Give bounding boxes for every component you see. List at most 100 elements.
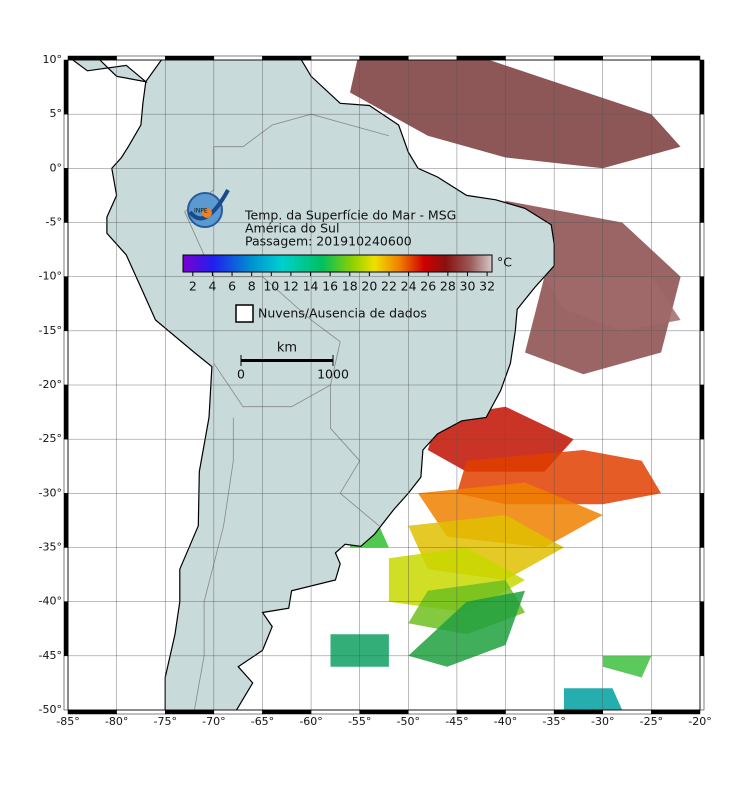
lon-tick-label: -25° bbox=[640, 715, 663, 728]
colorbar-ramp bbox=[182, 254, 493, 273]
frame-segment bbox=[63, 493, 69, 548]
frame-segment bbox=[63, 330, 69, 386]
frame-segment bbox=[116, 709, 166, 715]
colorbar-tick-label: 30 bbox=[460, 279, 476, 294]
frame-segment bbox=[262, 55, 312, 61]
frame-segment bbox=[116, 55, 166, 61]
frame-segment bbox=[408, 709, 458, 715]
scale-unit: km bbox=[277, 341, 297, 356]
colorbar-tick-label: 2 bbox=[189, 279, 197, 294]
frame-segment bbox=[408, 55, 458, 61]
frame-border bbox=[67, 59, 701, 711]
lon-tick-label: -55° bbox=[348, 715, 371, 728]
sst-patch bbox=[563, 688, 623, 710]
frame-segment bbox=[699, 601, 705, 657]
frame-segment bbox=[505, 55, 555, 61]
lat-tick-label: -30° bbox=[39, 486, 62, 499]
colorbar-tick-label: 10 bbox=[263, 279, 279, 294]
title-line: Passagem: 201910240600 bbox=[245, 234, 412, 249]
lon-tick-label: -50° bbox=[397, 715, 420, 728]
frame-segment bbox=[505, 709, 555, 715]
frame-segment bbox=[602, 55, 652, 61]
lat-tick-label: -45° bbox=[39, 649, 62, 662]
frame-segment bbox=[164, 55, 215, 61]
frame-segment bbox=[553, 709, 604, 715]
title-line: Temp. da Superfície do Mar - MSG bbox=[244, 208, 456, 223]
colorbar-tick-label: 22 bbox=[381, 279, 397, 294]
frame-segment bbox=[456, 55, 506, 61]
frame-segment bbox=[699, 384, 705, 440]
lat-tick-label: -50° bbox=[39, 703, 62, 716]
frame-segment bbox=[651, 709, 701, 715]
lat-tick-label: -20° bbox=[39, 378, 62, 391]
colorbar-tick-label: 26 bbox=[420, 279, 436, 294]
lon-tick-label: -30° bbox=[591, 715, 614, 728]
scale-tick-label: 1000 bbox=[317, 367, 349, 382]
lat-tick-label: -35° bbox=[39, 541, 62, 554]
frame-segment bbox=[553, 55, 604, 61]
title-line: América do Sul bbox=[245, 221, 339, 236]
frame-segment bbox=[359, 709, 409, 715]
colorbar-tick-label: 28 bbox=[440, 279, 456, 294]
colorbar-tick-label: 32 bbox=[479, 279, 495, 294]
legend-swatch bbox=[235, 304, 254, 323]
frame-segment bbox=[456, 709, 506, 715]
colorbar-tick-label: 24 bbox=[401, 279, 417, 294]
frame-segment bbox=[651, 55, 701, 61]
frame bbox=[63, 55, 705, 715]
frame-segment bbox=[63, 168, 69, 223]
frame-segment bbox=[67, 55, 117, 61]
sst-patch bbox=[408, 590, 525, 667]
frame-segment bbox=[63, 601, 69, 657]
colorbar-tick-label: 20 bbox=[361, 279, 377, 294]
frame-segment bbox=[63, 547, 69, 602]
lon-tick-label: -65° bbox=[251, 715, 274, 728]
frame-segment bbox=[310, 55, 360, 61]
lon-tick-label: -40° bbox=[494, 715, 517, 728]
lon-tick-label: -75° bbox=[153, 715, 176, 728]
frame-segment bbox=[67, 709, 117, 715]
frame-segment bbox=[63, 276, 69, 332]
lat-tick-label: 5° bbox=[50, 107, 63, 120]
frame-segment bbox=[699, 59, 705, 115]
lon-tick-label: -70° bbox=[202, 715, 225, 728]
sst-patch bbox=[544, 276, 681, 331]
lat-tick-label: 10° bbox=[43, 53, 63, 66]
lat-tick-label: -40° bbox=[39, 595, 62, 608]
frame-segment bbox=[699, 493, 705, 548]
lon-tick-label: -80° bbox=[105, 715, 128, 728]
tick-labels: -85° -80° -75° -70° -65° -60° -55° -50° -45° -40°… bbox=[39, 53, 712, 728]
lat-tick-label: -15° bbox=[39, 324, 62, 337]
frame-segment bbox=[63, 384, 69, 440]
frame-segment bbox=[602, 709, 652, 715]
frame-segment bbox=[262, 709, 312, 715]
scale-bar: km 0 1000 bbox=[237, 341, 349, 382]
frame-segment bbox=[213, 709, 263, 715]
lon-tick-label: -60° bbox=[299, 715, 322, 728]
colorbar: °C 2 4 6 8 10 12 14 16 18 20 22 24 26 28 30 32 bbox=[182, 254, 512, 294]
scale-tick-label: 0 bbox=[237, 367, 245, 382]
frame-segment bbox=[699, 113, 705, 169]
colorbar-tick-label: 16 bbox=[322, 279, 338, 294]
lon-tick-label: -85° bbox=[56, 715, 79, 728]
frame-segment bbox=[63, 113, 69, 169]
lon-tick-label: -20° bbox=[688, 715, 711, 728]
colorbar-unit: °C bbox=[497, 255, 512, 270]
frame-segment bbox=[699, 168, 705, 223]
frame-segment bbox=[699, 438, 705, 494]
lon-tick-label: -45° bbox=[445, 715, 468, 728]
lon-tick-label: -35° bbox=[542, 715, 565, 728]
frame-segment bbox=[699, 330, 705, 386]
frame-segment bbox=[699, 222, 705, 277]
logo-text: INPE bbox=[194, 208, 208, 215]
frame-segment bbox=[63, 438, 69, 494]
scale-line bbox=[241, 359, 333, 362]
logo: INPE bbox=[187, 189, 230, 228]
lat-tick-label: -5° bbox=[46, 216, 62, 229]
colorbar-tick-label: 14 bbox=[303, 279, 319, 294]
logo-sun bbox=[202, 208, 212, 218]
frame-segment bbox=[699, 547, 705, 602]
frame-segment bbox=[63, 222, 69, 277]
lat-tick-label: -25° bbox=[39, 432, 62, 445]
lat-tick-label: 0° bbox=[50, 161, 63, 174]
